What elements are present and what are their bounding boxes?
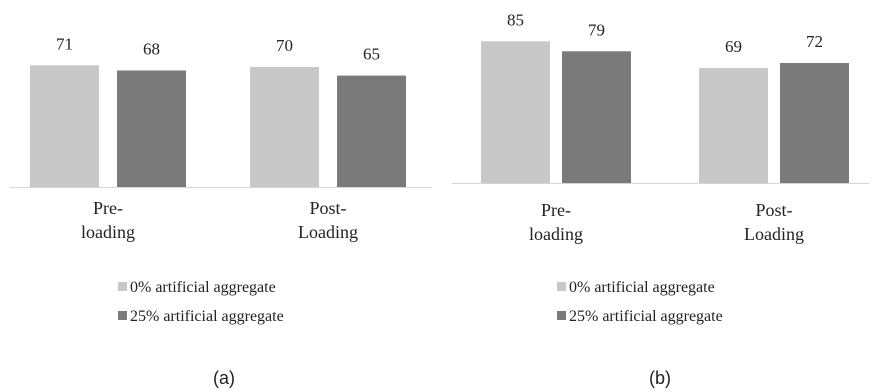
- bar-twentyfive-pct-pre: [562, 51, 631, 183]
- legend-entry: 0% artificial aggregate: [130, 279, 276, 296]
- bar-zero-pct-post: [699, 67, 768, 183]
- data-label: 69: [725, 37, 742, 56]
- bar-twentyfive-pct-post: [780, 62, 849, 184]
- chart-a: 71 68 Pre-loading 70 65 Post-Loading 0% artifi…: [10, 34, 432, 388]
- bar-twentyfive-pct-pre: [117, 70, 186, 187]
- category-label: Pre-loading: [81, 198, 135, 242]
- data-label: 68: [143, 39, 160, 58]
- bar-twentyfive-pct-post: [337, 75, 406, 187]
- bar-zero-pct-post: [250, 67, 319, 187]
- data-label: 71: [56, 34, 73, 53]
- legend-swatch: [118, 282, 127, 291]
- caption: (a): [213, 368, 235, 388]
- data-label: 85: [507, 10, 524, 29]
- caption: (b): [649, 368, 671, 388]
- chart-b: 85 79 Pre-loading 69 72 Post-Loading 0% artifi…: [452, 10, 869, 388]
- legend-entry: 0% artificial aggregate: [569, 279, 715, 296]
- legend-entry: 25% artificial aggregate: [130, 308, 284, 325]
- legend: 0% artificial aggregate 25% artificial ag…: [118, 279, 284, 325]
- bar-zero-pct-pre: [30, 65, 99, 187]
- category-label: Post-Loading: [298, 198, 358, 242]
- legend: 0% artificial aggregate 25% artificial ag…: [557, 279, 723, 325]
- legend-swatch: [557, 311, 566, 320]
- legend-swatch: [557, 282, 566, 291]
- data-label: 72: [806, 32, 823, 51]
- legend-entry: 25% artificial aggregate: [569, 308, 723, 325]
- data-label: 79: [588, 20, 605, 39]
- legend-swatch: [118, 311, 127, 320]
- category-label: Pre-loading: [529, 200, 583, 244]
- data-label: 70: [276, 36, 293, 55]
- bar-zero-pct-pre: [481, 41, 550, 184]
- data-label: 65: [363, 45, 380, 64]
- category-label: Post-Loading: [744, 200, 804, 244]
